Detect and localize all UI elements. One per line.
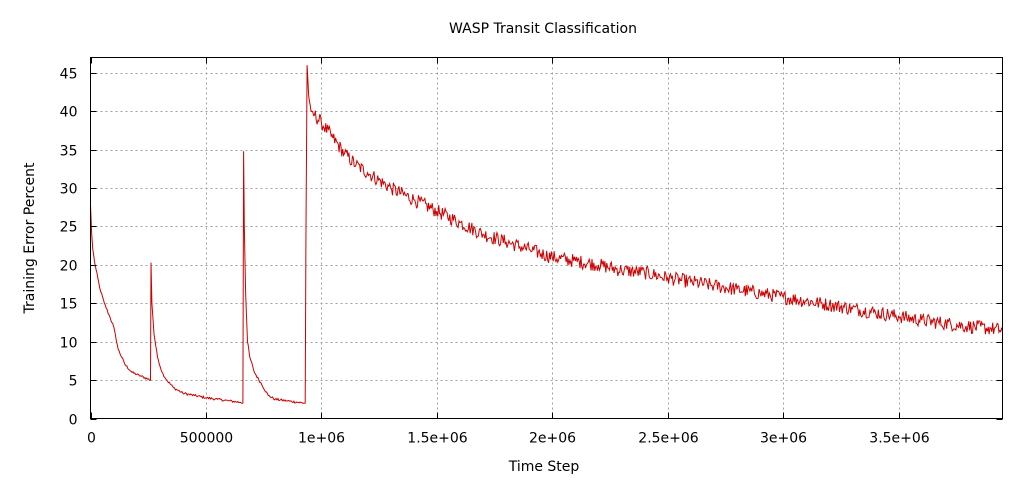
plot-frame — [90, 57, 1003, 419]
x-tick-label: 1e+06 — [298, 431, 345, 447]
y-tick-label: 30 — [60, 182, 78, 198]
series-line — [90, 65, 1003, 404]
y-tick-label: 20 — [60, 259, 78, 275]
chart-title: WASP Transit Classification — [449, 21, 637, 37]
series-layer — [90, 65, 1003, 404]
y-tick-label: 35 — [60, 144, 78, 160]
x-tick-label: 2e+06 — [529, 431, 576, 447]
y-tick-label: 15 — [60, 297, 78, 313]
x-tick-label: 3e+06 — [760, 431, 807, 447]
x-tick-label: 3.5e+06 — [869, 431, 930, 447]
grid-lines — [90, 57, 1003, 419]
x-tick-label: 500000 — [180, 431, 233, 447]
axis-ticks — [90, 57, 1003, 420]
y-tick-label: 40 — [60, 105, 78, 121]
y-tick-label: 45 — [60, 67, 78, 83]
y-tick-label: 10 — [60, 336, 78, 352]
y-tick-label: 5 — [69, 374, 78, 390]
x-tick-label: 2.5e+06 — [638, 431, 699, 447]
x-tick-label: 1.5e+06 — [407, 431, 468, 447]
y-tick-label: 25 — [60, 220, 78, 236]
x-axis-label: Time Step — [508, 459, 580, 475]
y-axis-label: Training Error Percent — [22, 162, 38, 314]
x-tick-label: 0 — [87, 431, 96, 447]
y-tick-label: 0 — [69, 413, 78, 429]
